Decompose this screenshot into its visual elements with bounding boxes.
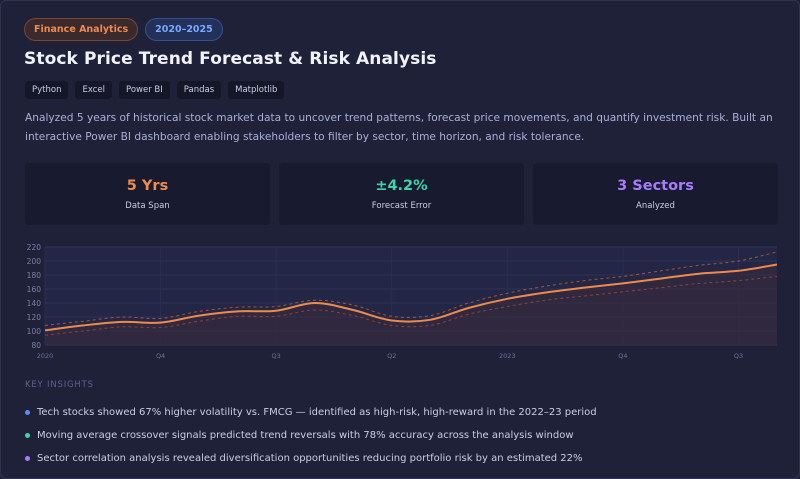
bullet-dot-icon <box>25 433 30 438</box>
price-area <box>45 264 777 345</box>
y-tick-label: 200 <box>27 257 42 266</box>
stat-value: 5 Yrs <box>126 178 169 194</box>
bullet-dot-icon <box>25 410 30 415</box>
price-chart: 80 100 120 140 160 180 200 220 2020 Q4 Q3 Q2 2023 Q4 Q… <box>25 239 779 365</box>
x-tick-label: Q3 <box>272 352 281 360</box>
date-range-badge: 2020–2025 <box>145 18 223 41</box>
x-tick-label: Q4 <box>156 352 165 360</box>
stat-value: ±4.2% <box>375 178 428 194</box>
stat-value: 3 Sectors <box>617 178 694 194</box>
stats-row: 5 Yrs Data Span ±4.2% Forecast Error 3 S… <box>25 163 778 225</box>
stat-label: Data Span <box>125 201 170 211</box>
insights-list: Tech stocks showed 67% higher volatility… <box>25 401 597 470</box>
insight-text: Tech stocks showed 67% higher volatility… <box>37 407 597 418</box>
tag-excel: Excel <box>75 81 112 99</box>
tech-tags: Python Excel Power BI Pandas Matplotlib <box>25 81 285 99</box>
insights-heading: KEY INSIGHTS <box>25 380 94 390</box>
project-description: Analyzed 5 years of historical stock mar… <box>25 112 773 143</box>
tag-matplotlib: Matplotlib <box>228 81 285 99</box>
page-title: Stock Price Trend Forecast & Risk Analys… <box>24 49 437 69</box>
y-tick-label: 220 <box>27 243 42 252</box>
insight-item: Sector correlation analysis revealed div… <box>25 447 597 470</box>
y-tick-label: 80 <box>31 341 41 350</box>
x-tick-label: Q3 <box>734 352 743 360</box>
badge-row: Finance Analytics 2020–2025 <box>24 18 223 41</box>
y-tick-label: 120 <box>27 313 42 322</box>
tag-python: Python <box>25 81 69 99</box>
y-tick-label: 160 <box>27 285 42 294</box>
y-tick-label: 180 <box>27 271 42 280</box>
tag-pandas: Pandas <box>176 81 222 99</box>
bullet-dot-icon <box>25 456 30 461</box>
stat-card-forecast-error: ±4.2% Forecast Error <box>279 163 524 225</box>
x-tick-label: 2023 <box>499 352 516 360</box>
y-tick-label: 100 <box>27 327 42 336</box>
x-tick-label: 2020 <box>37 352 54 360</box>
x-tick-label: Q2 <box>387 352 396 360</box>
stat-card-data-span: 5 Yrs Data Span <box>25 163 270 225</box>
x-tick-label: Q4 <box>618 352 627 360</box>
insight-item: Moving average crossover signals predict… <box>25 424 597 447</box>
lower-band-line <box>44 275 778 336</box>
insight-item: Tech stocks showed 67% higher volatility… <box>25 401 597 424</box>
stat-label: Analyzed <box>636 201 675 211</box>
stat-label: Forecast Error <box>371 201 432 211</box>
price-chart-svg: 80 100 120 140 160 180 200 220 2020 Q4 Q3 Q2 2023 Q4 Q… <box>27 243 778 360</box>
insight-text: Sector correlation analysis revealed div… <box>37 453 583 464</box>
y-tick-label: 140 <box>27 299 42 308</box>
stat-card-sectors: 3 Sectors Analyzed <box>533 163 778 225</box>
insight-text: Moving average crossover signals predict… <box>37 430 574 441</box>
category-badge: Finance Analytics <box>24 18 139 41</box>
tag-power-bi: Power BI <box>119 81 170 99</box>
price-line <box>44 263 778 332</box>
